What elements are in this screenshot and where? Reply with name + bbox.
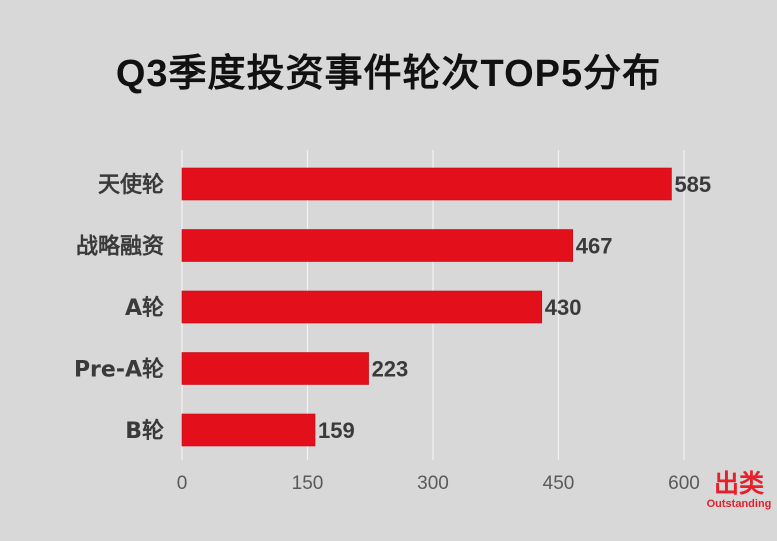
category-label: 战略融资 <box>76 234 164 260</box>
bar <box>181 352 369 385</box>
value-label: 467 <box>576 234 613 259</box>
value-label: 159 <box>318 418 355 443</box>
value-label: 223 <box>372 357 409 382</box>
labels: 0 150 300 450 600 天使轮 585 战略融资 467 A轮 430 Pre-A轮 223… <box>74 172 711 494</box>
bar <box>181 167 672 201</box>
x-tick-label: 450 <box>543 473 575 494</box>
bar <box>181 229 574 262</box>
x-tick-label: 150 <box>292 473 324 494</box>
brand-logo-en: Outstanding <box>706 498 772 510</box>
bar <box>181 413 316 447</box>
x-tick-label: 300 <box>417 473 449 494</box>
bar <box>181 290 543 324</box>
value-label: 430 <box>545 295 582 320</box>
x-tick-label: 0 <box>177 473 188 494</box>
x-tick-label: 600 <box>668 473 700 494</box>
bars <box>181 167 672 447</box>
brand-logo-cn: 出类 <box>713 469 764 498</box>
category-label: 天使轮 <box>98 172 164 198</box>
category-label: B轮 <box>125 418 164 444</box>
brand-logo: 出类 Outstanding <box>704 470 774 511</box>
category-label: A轮 <box>125 295 164 321</box>
chart-title: Q3季度投资事件轮次TOP5分布 <box>115 53 662 95</box>
value-label: 585 <box>674 172 711 197</box>
category-label: Pre-A轮 <box>74 357 164 383</box>
